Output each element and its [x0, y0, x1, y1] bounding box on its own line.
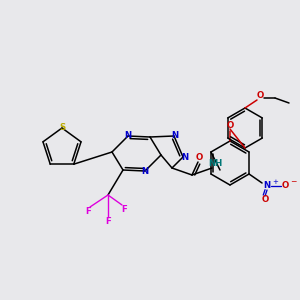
- Text: O: O: [281, 182, 289, 190]
- Text: N: N: [141, 167, 148, 176]
- Text: O: O: [256, 91, 264, 100]
- Text: O: O: [226, 121, 234, 130]
- Text: N: N: [171, 130, 178, 140]
- Text: +: +: [272, 179, 278, 185]
- Text: F: F: [85, 206, 91, 215]
- Text: N: N: [182, 154, 189, 163]
- Text: F: F: [121, 205, 127, 214]
- Text: S: S: [59, 124, 65, 133]
- Text: N: N: [124, 130, 132, 140]
- Text: O: O: [261, 196, 269, 205]
- Text: N: N: [263, 182, 271, 190]
- Text: O: O: [195, 152, 203, 161]
- Text: −: −: [290, 178, 296, 187]
- Text: NH: NH: [208, 160, 222, 169]
- Text: F: F: [105, 218, 111, 226]
